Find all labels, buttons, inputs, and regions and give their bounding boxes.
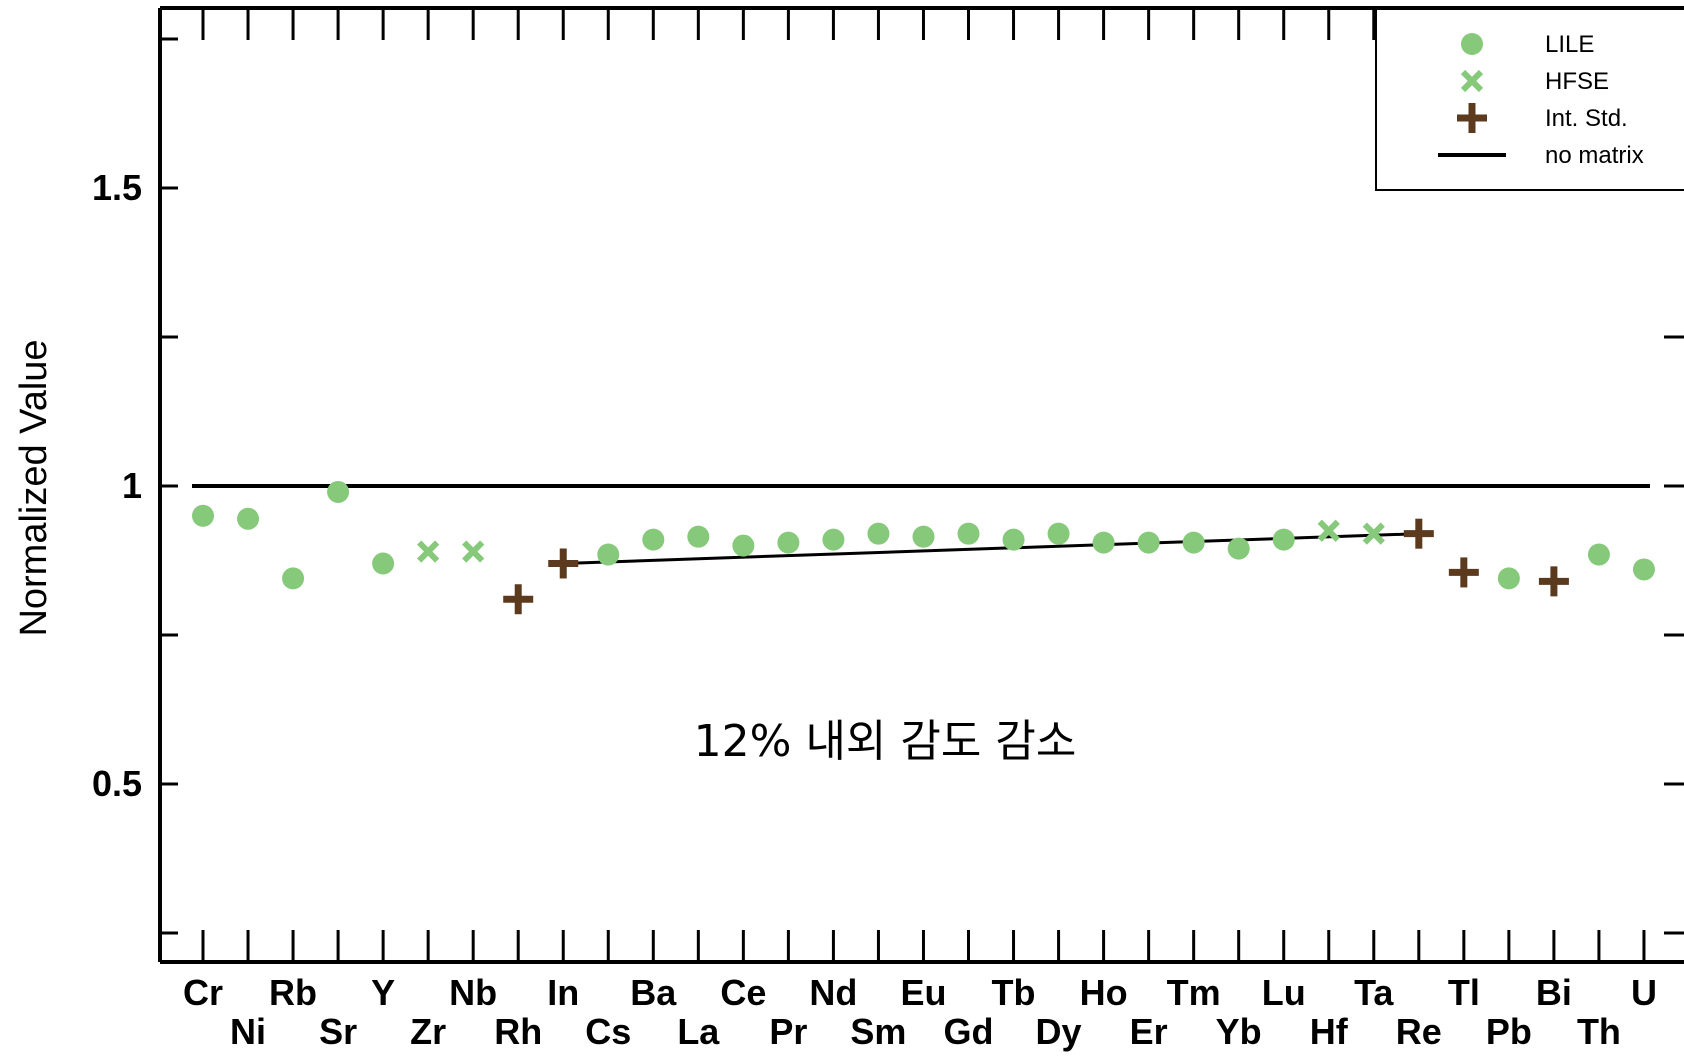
x-tick-label: Zr [410,1011,446,1052]
data-point-circle-th [1587,543,1610,566]
data-marks [192,480,1655,615]
x-tick-label: Ba [630,972,677,1013]
reference-lines [192,484,1650,565]
x-tick-label: Ta [1354,972,1394,1013]
y-tick-labels: 0.5 1 1.5 [92,167,142,804]
x-tick-label: In [547,972,579,1013]
x-tick-label: Re [1396,1011,1442,1052]
data-point-circle-eu [912,525,935,548]
data-point-circle-tb [1002,528,1025,551]
x-tick-label: Nd [809,972,857,1013]
data-point-x-ta [1362,522,1385,545]
data-point-circle-tm [1182,531,1205,554]
data-point-circle-u [1632,558,1655,581]
data-point-circle-rb [282,567,305,590]
data-point-circle-ho [1092,531,1115,554]
data-point-circle-gd [957,522,980,545]
data-point-plus-bi [1538,566,1569,597]
data-point-plus-tl [1448,557,1479,588]
x-tick-label: Th [1577,1011,1621,1052]
data-point-circle-ce [732,534,755,557]
x-tick-label: Yb [1216,1011,1262,1052]
data-point-circle-pr [777,531,800,554]
data-point-circle-cr [192,504,214,527]
data-point-circle-yb [1227,537,1250,560]
legend: LILE HFSE Int. Std. no matrix [1375,8,1684,191]
x-tick-label: Rb [269,972,317,1013]
legend-label: LILE [1545,31,1594,58]
y-axis-label: Normalized Value [13,339,55,636]
legend-marker-x [1460,69,1484,93]
x-tick-label: Eu [900,972,946,1013]
x-tick-label: Rh [494,1011,542,1052]
x-tick-label: Pr [769,1011,807,1052]
data-point-plus-rh [503,584,534,615]
data-point-circle-lu [1272,528,1295,551]
x-tick-label: Ni [230,1011,266,1052]
x-tick-label: Hf [1310,1011,1349,1052]
data-point-x-nb [462,540,485,563]
data-point-plus-re [1403,518,1434,549]
x-tick-label: Ho [1080,972,1128,1013]
data-point-x-hf [1317,519,1340,542]
x-tick-label: Tl [1448,972,1480,1013]
x-tick-label: Cs [585,1011,631,1052]
data-point-circle-cs [597,543,620,566]
x-tick-label: Lu [1262,972,1306,1013]
data-point-circle-pb [1497,567,1520,590]
x-tick-label: Pb [1486,1011,1532,1052]
x-tick-label: Tb [992,972,1036,1013]
legend-label: HFSE [1545,68,1609,95]
data-point-circle-ni [237,507,260,530]
x-tick-label: Y [371,972,395,1013]
legend-box [1375,8,1684,191]
data-point-circle-dy [1047,522,1070,545]
legend-marker-circle [1461,33,1483,55]
x-tick-label: Cr [183,972,223,1013]
data-point-circle-sm [867,522,890,545]
x-tick-label: Tm [1167,972,1221,1013]
x-tick-label: La [677,1011,720,1052]
data-point-plus-in [548,548,579,579]
x-tick-label: Nb [449,972,497,1013]
x-tick-label: Sr [319,1011,357,1052]
x-tick-labels: CrNiRbSrYZrNbRhInCsBaLaCePrNdSmEuGdTbDyH… [183,972,1657,1052]
legend-label: Int. Std. [1545,105,1628,132]
data-point-circle-er [1137,531,1160,554]
data-point-circle-sr [327,480,350,503]
data-point-x-zr [417,540,440,563]
x-tick-label: Ce [720,972,766,1013]
x-tick-label: U [1631,972,1657,1013]
y-tick-label: 1 [122,465,142,506]
y-tick-label: 0.5 [92,763,142,804]
data-point-circle-nd [822,528,845,551]
x-tick-label: Sm [850,1011,906,1052]
annotation-text: 12% 내외 감도 감소 [694,716,1077,767]
data-point-circle-la [687,525,710,548]
x-tick-label: Bi [1536,972,1572,1013]
data-point-circle-y [372,552,395,575]
x-tick-label: Gd [944,1011,994,1052]
legend-label: no matrix [1545,142,1644,169]
x-axis-ticks [201,8,1646,962]
data-point-circle-ba [642,528,665,551]
x-tick-label: Er [1130,1011,1168,1052]
y-tick-label: 1.5 [92,167,142,208]
legend-marker-plus [1457,103,1487,133]
x-tick-label: Dy [1036,1011,1082,1052]
